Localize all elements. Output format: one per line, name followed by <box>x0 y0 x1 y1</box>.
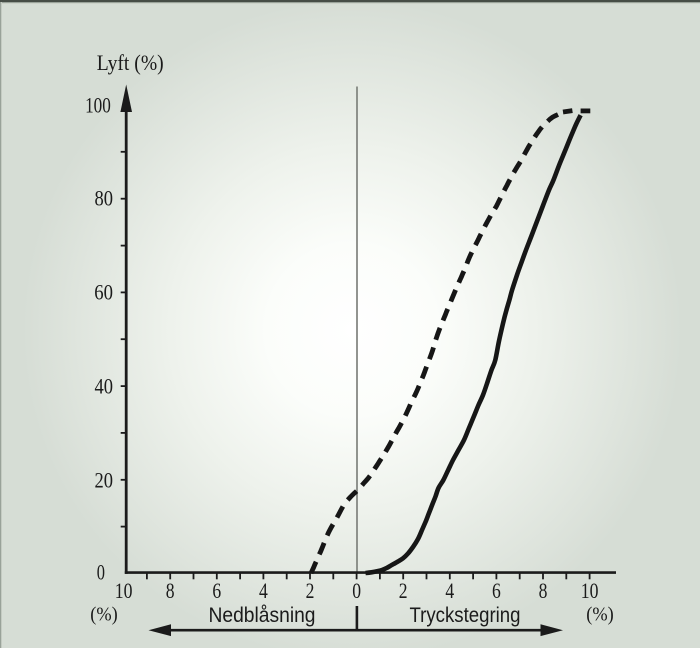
svg-text:(%): (%) <box>90 604 118 626</box>
svg-text:10: 10 <box>581 579 599 603</box>
svg-text:2: 2 <box>306 579 315 603</box>
svg-text:4: 4 <box>259 579 268 603</box>
svg-text:8: 8 <box>166 579 175 603</box>
svg-text:0: 0 <box>97 560 105 584</box>
svg-text:60: 60 <box>94 281 113 305</box>
svg-text:100: 100 <box>85 94 111 118</box>
svg-text:8: 8 <box>539 579 548 603</box>
svg-text:80: 80 <box>95 186 114 210</box>
svg-text:Nedblåsning: Nedblåsning <box>209 603 316 627</box>
svg-text:Lyft (%): Lyft (%) <box>97 51 164 75</box>
svg-text:20: 20 <box>95 468 114 492</box>
svg-text:10: 10 <box>115 579 133 603</box>
svg-text:0: 0 <box>352 579 361 603</box>
svg-text:6: 6 <box>492 579 501 603</box>
svg-text:2: 2 <box>399 579 408 603</box>
svg-text:6: 6 <box>212 579 221 603</box>
svg-text:Tryckstegring: Tryckstegring <box>410 603 521 627</box>
svg-text:40: 40 <box>95 375 114 399</box>
svg-text:(%): (%) <box>586 604 614 626</box>
svg-text:4: 4 <box>445 579 454 603</box>
